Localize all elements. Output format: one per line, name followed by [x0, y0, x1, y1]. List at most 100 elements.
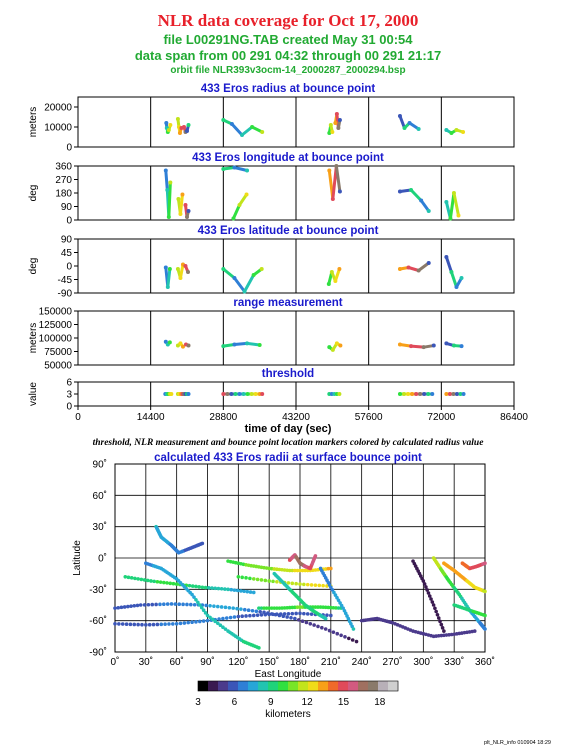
map-bounce-point [142, 603, 147, 607]
data-point [461, 392, 466, 396]
data-point [221, 118, 226, 122]
map-bounce-point [289, 615, 293, 620]
data-point [422, 392, 427, 396]
map-bounce-point [205, 618, 210, 623]
map-bounce-point [286, 581, 291, 585]
data-point [327, 345, 332, 350]
map-y-axis-label: Latitude [72, 540, 83, 576]
data-point [419, 198, 424, 203]
map-bounce-point [421, 579, 426, 583]
footer-stamp: plt_NLR_info 010904 18:29 [484, 740, 551, 746]
map-bounce-point [332, 590, 336, 595]
y-tick-label: 0 [66, 262, 72, 273]
colorbar-tick-label: 3 [195, 697, 201, 708]
colorbar-swatch [388, 681, 399, 691]
map-bounce-point [263, 578, 268, 583]
map-bounce-point [124, 622, 129, 626]
map-bounce-point [426, 591, 431, 595]
map-bounce-point [174, 582, 179, 586]
map-bounce-point [436, 616, 441, 620]
map-bounce-point [194, 597, 198, 602]
map-bounce-point [483, 613, 487, 618]
map-x-tick-label: 120˚ [228, 656, 248, 668]
map-bounce-point [254, 609, 259, 614]
map-bounce-point [154, 602, 158, 607]
data-point [330, 130, 335, 134]
colorbar-swatch [248, 681, 259, 691]
data-point [402, 126, 407, 130]
data-point [406, 265, 411, 270]
map-bounce-point [136, 622, 140, 627]
panel-title: range measurement [233, 297, 342, 309]
map-bounce-point [248, 576, 252, 581]
map-bounce-point [255, 613, 260, 617]
map-bounce-point [277, 606, 282, 610]
y-tick-label: 90 [61, 202, 73, 213]
map-bounce-point [433, 606, 437, 611]
data-point [329, 270, 334, 274]
data-point [169, 392, 174, 396]
map-bounce-point [242, 589, 246, 594]
data-point [185, 215, 189, 219]
map-bounce-point [119, 605, 124, 610]
map-bounce-point [472, 629, 477, 633]
colorbar-swatch [208, 681, 219, 691]
data-point [180, 192, 185, 197]
map-bounce-point [194, 620, 198, 624]
map-bounce-point [267, 579, 271, 583]
data-point [181, 125, 186, 129]
map-x-axis-label: East Longitude [255, 669, 322, 680]
x-axis-label: time of day (sec) [245, 423, 332, 435]
data-point [407, 121, 412, 125]
data-point [328, 123, 333, 127]
colorbar-swatch [198, 681, 209, 691]
map-bounce-point [173, 602, 178, 606]
data-point [165, 188, 170, 192]
map-bounce-point [236, 575, 241, 579]
map-bounce-point [117, 622, 121, 626]
map-bounce-point [483, 589, 487, 594]
x-tick-label: 86400 [500, 412, 528, 423]
colorbar-swatch [258, 681, 269, 691]
data-point [183, 203, 188, 207]
map-bounce-point [147, 622, 152, 627]
map-bounce-point [136, 577, 140, 581]
map-bounce-point [321, 605, 325, 610]
map-bounce-point [298, 582, 302, 586]
data-point [260, 392, 265, 396]
map-bounce-point [323, 616, 328, 621]
map-x-tick-label: 150˚ [259, 656, 279, 668]
map-bounce-point [235, 606, 239, 611]
map-bounce-point [267, 612, 271, 617]
data-point [166, 215, 171, 219]
map-bounce-point [126, 575, 131, 580]
data-track-segment [333, 267, 341, 283]
map-y-tick-label: -90˚ [89, 647, 107, 659]
map-bounce-point [197, 603, 202, 607]
data-point [250, 125, 255, 129]
data-point [186, 270, 191, 274]
colorbar-swatch [308, 681, 319, 691]
map-y-tick-label: 60˚ [93, 490, 107, 502]
data-point [178, 212, 183, 216]
map-bounce-point [213, 619, 218, 624]
page-title: NLR data coverage for Oct 17, 2000 [157, 11, 419, 30]
map-bounce-point [334, 606, 338, 610]
data-point [327, 131, 332, 135]
map-bounce-point [298, 605, 302, 609]
map-bounce-point [248, 613, 252, 618]
map-y-tick-label: 30˚ [93, 521, 107, 533]
data-point [451, 191, 456, 195]
map-bounce-point [327, 628, 332, 633]
data-point [336, 126, 341, 130]
map-bounce-point [275, 579, 279, 584]
map-bounce-point [347, 636, 351, 641]
map-bounce-point [439, 622, 444, 627]
map-bounce-point [258, 609, 262, 614]
colorbar-swatch [318, 681, 329, 691]
map-bounce-point [228, 615, 233, 620]
data-point [186, 343, 191, 348]
data-point [242, 289, 247, 294]
map-bounce-point [351, 627, 356, 631]
map-bounce-point [251, 577, 256, 581]
